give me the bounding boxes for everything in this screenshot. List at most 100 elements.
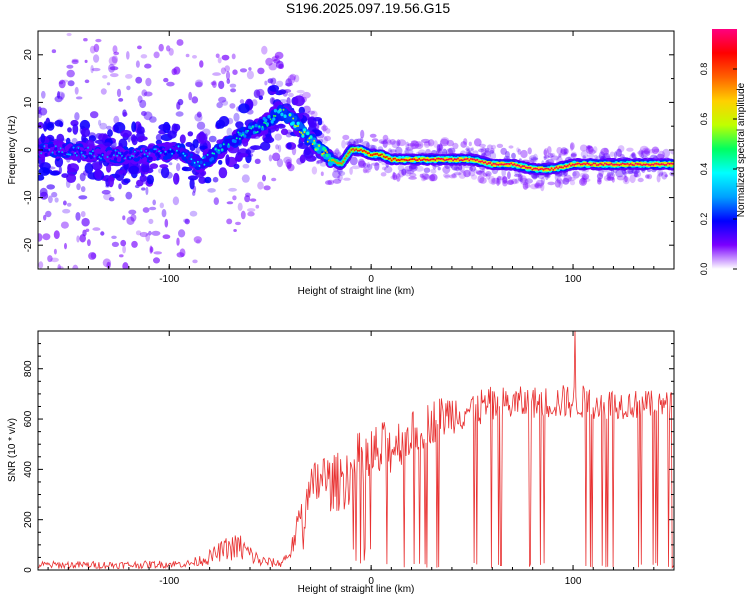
ridge-blob <box>48 148 51 151</box>
noise-blob <box>489 149 495 155</box>
ridge-blob <box>597 163 600 166</box>
ridge-blob <box>479 160 482 163</box>
noise-blob <box>641 150 651 157</box>
ridge-blob <box>248 129 254 136</box>
ridge-blob <box>628 163 631 166</box>
noise-blob <box>221 100 229 106</box>
ridge-blob <box>363 149 366 152</box>
noise-blob <box>391 140 400 149</box>
noise-blob <box>84 59 88 64</box>
noise-blob <box>588 149 596 155</box>
ridge-blob <box>148 152 151 155</box>
snr-panel: -100 0 100 0 200 400 600 800 Height of straight… <box>7 330 675 595</box>
noise-blob <box>54 197 59 203</box>
ridge-blob <box>537 168 540 171</box>
signal-blob <box>141 165 150 173</box>
ridge-blob <box>347 152 349 155</box>
ridge-blob <box>300 131 303 134</box>
noise-blob <box>193 236 202 244</box>
signal-blob <box>167 130 177 139</box>
noise-blob <box>108 56 118 66</box>
noise-blob <box>217 57 222 64</box>
noise-blob <box>624 175 628 183</box>
noise-blob <box>380 140 388 145</box>
ridge-blob <box>534 167 537 170</box>
noise-blob <box>310 110 318 118</box>
ridge-blob <box>437 157 440 160</box>
noise-blob <box>520 175 527 184</box>
ridge-blob <box>371 154 374 157</box>
noise-blob <box>102 272 108 275</box>
noise-blob <box>423 140 431 148</box>
noise-blob <box>396 173 401 182</box>
ridge-blob <box>227 143 230 146</box>
noise-blob <box>106 261 111 269</box>
ridge-blob <box>145 149 148 152</box>
ridge-blob <box>279 108 282 111</box>
noise-blob <box>410 140 420 150</box>
ridge-blob <box>306 140 309 143</box>
noise-blob <box>245 192 251 197</box>
signal-blob <box>49 170 60 176</box>
noise-blob <box>473 168 478 173</box>
ridge-blob <box>604 162 606 165</box>
chart-title: S196.2025.097.19.56.G15 <box>286 0 450 16</box>
noise-blob <box>404 165 413 172</box>
noise-blob <box>370 162 380 166</box>
noise-blob <box>485 172 491 180</box>
ridge-blob <box>199 160 203 165</box>
noise-blob <box>500 147 508 155</box>
ridge-blob <box>386 155 388 158</box>
noise-blob <box>120 239 127 247</box>
noise-blob <box>560 149 567 156</box>
noise-blob <box>194 113 203 122</box>
ridge-blob <box>647 163 650 166</box>
noise-blob <box>145 186 149 196</box>
noise-blob <box>248 67 252 71</box>
ridge-blob <box>73 148 77 152</box>
noise-blob <box>468 141 472 147</box>
noise-blob <box>148 218 154 225</box>
signal-blob <box>128 165 139 175</box>
noise-blob <box>400 168 407 175</box>
ridge-blob <box>526 166 529 169</box>
noise-blob <box>184 218 190 225</box>
ridge-blob <box>222 145 228 152</box>
noise-blob <box>100 88 107 95</box>
ridge-blob <box>242 133 245 136</box>
ridge-blob <box>295 125 298 128</box>
noise-blob <box>255 204 260 209</box>
signal-blob <box>146 174 154 185</box>
noise-blob <box>145 232 150 242</box>
noise-blob <box>90 111 99 119</box>
noise-blob <box>615 169 624 178</box>
noise-blob <box>607 173 612 181</box>
ridge-blob <box>303 131 306 134</box>
noise-blob <box>353 138 359 146</box>
noise-blob <box>522 182 529 190</box>
ridge-blob <box>544 167 547 170</box>
noise-blob <box>137 45 142 50</box>
signal-blob <box>139 174 148 182</box>
x-tick-label: -100 <box>159 274 179 285</box>
noise-blob <box>616 175 625 181</box>
noise-blob <box>477 148 485 153</box>
noise-blob <box>570 143 574 152</box>
signal-blob <box>280 128 289 136</box>
signal-blob <box>38 121 44 129</box>
ridge-blob <box>348 151 351 154</box>
ridge-blob <box>512 163 514 166</box>
noise-blob <box>57 264 62 269</box>
ridge-blob <box>116 154 118 157</box>
signal-blob <box>234 155 242 162</box>
ridge-blob <box>273 108 277 113</box>
signal-blob <box>218 159 223 165</box>
ridge-blob <box>197 160 199 163</box>
signal-blob <box>107 129 113 137</box>
noise-blob <box>585 145 594 155</box>
noise-blob <box>185 53 190 58</box>
signal-blob <box>260 141 271 151</box>
ridge-blob <box>558 166 561 169</box>
ridge-blob <box>360 148 362 151</box>
noise-blob <box>362 167 368 174</box>
